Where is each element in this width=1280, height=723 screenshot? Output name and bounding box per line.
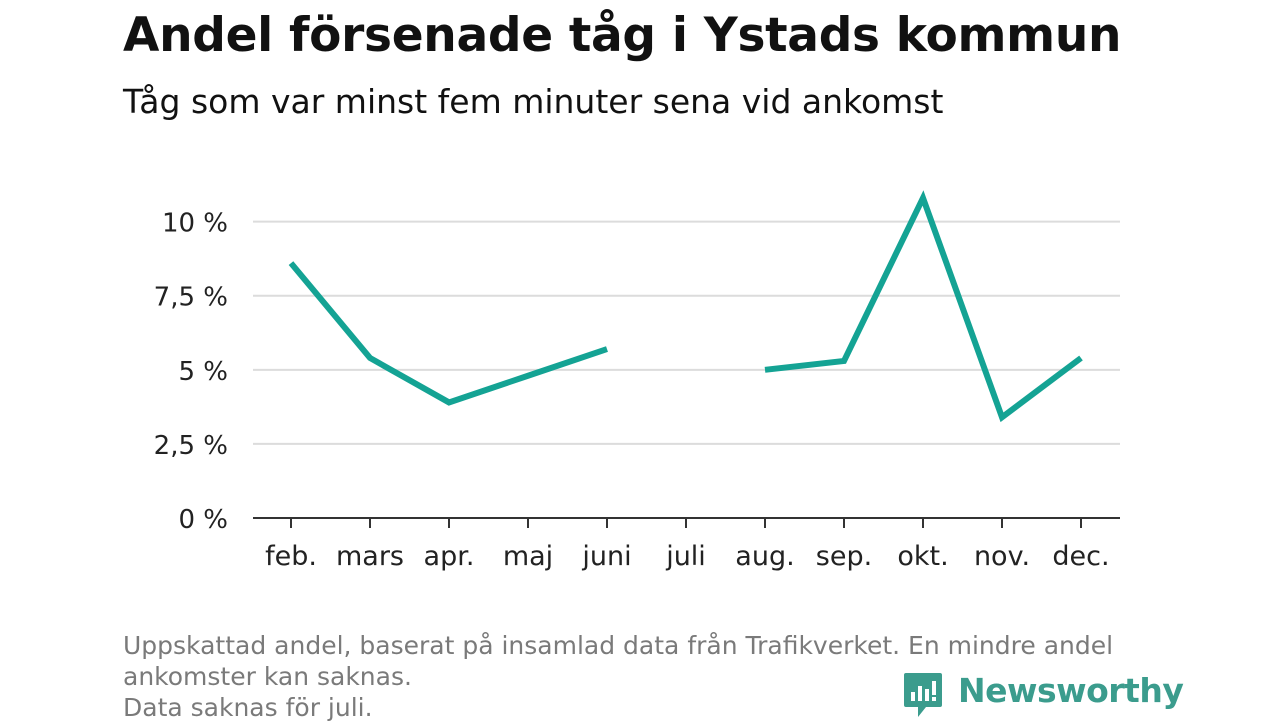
- y-axis-tick-labels: 0 % 2,5 % 5 % 7,5 % 10 %: [154, 209, 228, 535]
- y-tick-label: 10 %: [162, 209, 228, 239]
- line-chart: 0 % 2,5 % 5 % 7,5 % 10 % feb. mars apr. maj juni…: [154, 190, 1120, 572]
- chart-title: Andel försenade tåg i Ystads kommun: [123, 8, 1122, 63]
- brand-name: Newsworthy: [958, 671, 1184, 710]
- x-tick-label: juni: [581, 541, 631, 572]
- x-tick-label: okt.: [897, 541, 948, 572]
- x-tick-label: feb.: [265, 541, 317, 572]
- x-tick-label: aug.: [735, 541, 794, 572]
- footnote-line-1: Uppskattad andel, baserat på insamlad da…: [123, 631, 1114, 660]
- newsworthy-bar-chart-icon: [904, 673, 942, 717]
- footnote-line-3: Data saknas för juli.: [123, 693, 373, 722]
- x-axis-tick-labels: feb. mars apr. maj juni juli aug. sep. okt. nov. d…: [265, 541, 1110, 572]
- series-line-segment: [764, 190, 1083, 423]
- series-line: [288, 190, 1083, 423]
- y-tick-label: 2,5 %: [154, 431, 228, 461]
- y-tick-label: 5 %: [178, 357, 228, 387]
- x-tick-label: mars: [336, 541, 404, 572]
- x-tick-label: maj: [503, 541, 553, 572]
- x-tick-label: apr.: [424, 541, 475, 572]
- series-line-segment: [288, 261, 608, 406]
- x-tick-label: dec.: [1052, 541, 1109, 572]
- y-tick-label: 7,5 %: [154, 283, 228, 313]
- chart-footnote: Uppskattad andel, baserat på insamlad da…: [123, 630, 1163, 723]
- y-tick-label: 0 %: [178, 505, 228, 535]
- x-tick-label: nov.: [974, 541, 1030, 572]
- footnote-line-2: ankomster kan saknas.: [123, 662, 412, 691]
- x-tick-label: sep.: [816, 541, 872, 572]
- x-axis: [253, 517, 1120, 528]
- gridlines: [253, 220, 1120, 445]
- x-tick-label: juli: [665, 541, 706, 572]
- chart-subtitle: Tåg som var minst fem minuter sena vid a…: [123, 82, 944, 121]
